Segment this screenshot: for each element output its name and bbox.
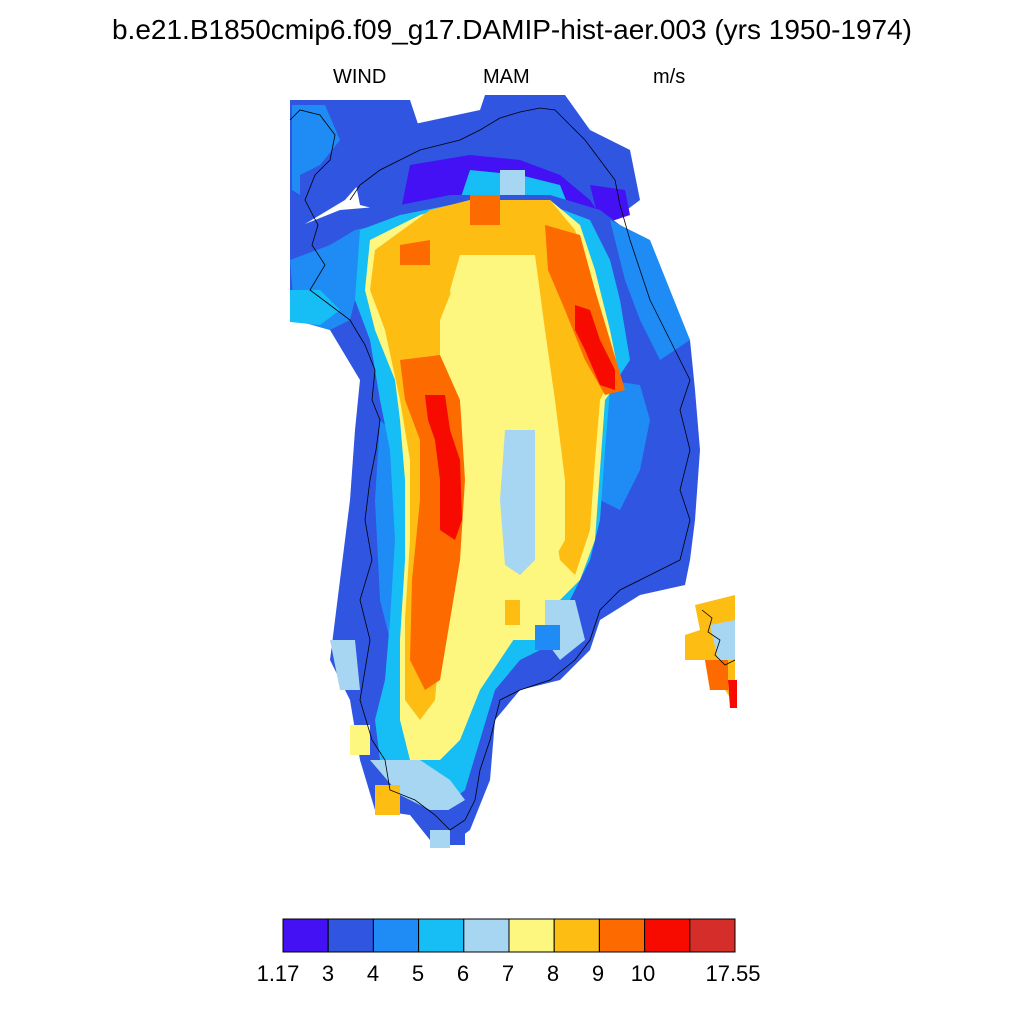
coastline [289, 107, 736, 831]
colorbar-tick-label: 7 [501, 961, 515, 986]
colorbar-tick-label: 9 [591, 961, 605, 986]
colorbar-tick-label: 10 [630, 961, 656, 986]
colorbar-tick-label: 3 [321, 961, 335, 986]
colorbar-tick-label: 5 [411, 961, 425, 986]
wind-field [290, 95, 737, 848]
colorbar-tick-label: 8 [546, 961, 560, 986]
colorbar [282, 918, 736, 953]
units-label: m/s [653, 66, 686, 88]
colorbar-swatch [508, 918, 555, 953]
plot-title: b.e21.B1850cmip6.f09_g17.DAMIP-hist-aer.… [111, 14, 913, 45]
colorbar-swatch [463, 918, 510, 953]
colorbar-tick-label: 1.17 [256, 961, 300, 986]
colorbar-swatch [327, 918, 374, 953]
colorbar-swatch [644, 918, 691, 953]
colorbar-swatch [282, 918, 329, 953]
colorbar-swatch [372, 918, 420, 953]
colorbar-swatch [598, 918, 646, 953]
variable-label: WIND [333, 66, 387, 88]
colorbar-swatch [689, 918, 736, 953]
colorbar-tick-label: 4 [366, 961, 380, 986]
colorbar-tick-label: 17.55 [705, 961, 761, 986]
colorbar-swatch [418, 918, 465, 953]
season-label: MAM [483, 66, 530, 88]
colorbar-swatch [553, 918, 600, 953]
colorbar-tick-label: 6 [456, 961, 470, 986]
